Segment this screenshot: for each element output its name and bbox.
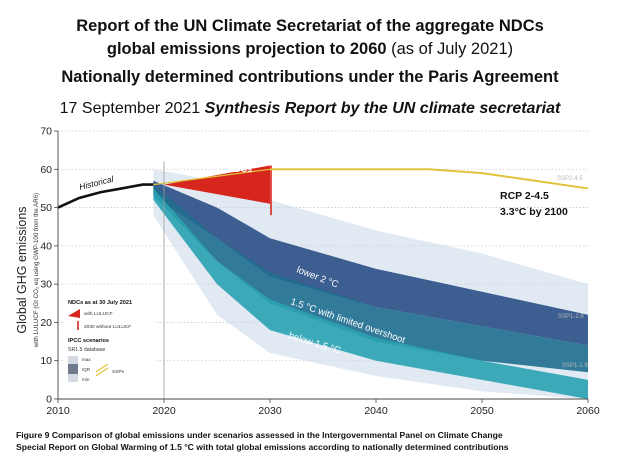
band-below-1-5c [153,188,588,399]
ndc-wedge [164,165,270,204]
label-historical: Historical [78,174,115,192]
y-axis-subtitle: with LULUCF (Gt CO₂ eq using GWP-100 fro… [33,193,40,348]
x-tick-label-0: 2010 [46,405,70,417]
title-line-1: Report of the UN Climate Secretariat of … [76,17,544,35]
caption-line-1: Figure 9 Comparison of global emissions … [16,430,503,440]
x-tick-label-5: 2060 [576,405,600,417]
caption-line-2: Special Report on Global Warming of 1.5 … [16,442,509,452]
y-axis-title: Global GHG emissions [15,206,29,333]
y-tick-label-4: 40 [40,240,52,252]
figure-caption: Figure 9 Comparison of global emissions … [16,429,616,453]
legend-ndcs-with-swatch [68,309,80,318]
ssp245-line [270,168,589,190]
y-tick-label-0: 0 [46,394,52,406]
legend: NDCs as at 30 July 2021 with LULUCF 2030… [64,292,156,392]
x-tick-label-3: 2040 [364,405,388,417]
legend-min: min [82,377,90,382]
legend-box [64,292,156,392]
rcp-annotation: RCP 2-4.5 [500,190,549,202]
band-lower-2c [153,180,588,346]
label-ssp119: SSP1-1.9 [562,363,588,369]
historical-line [57,183,154,209]
report-name: Synthesis Report by the UN climate secre… [204,100,561,117]
x-tick-label-2: 2030 [258,405,282,417]
x-tick-label-4: 2050 [470,405,494,417]
legend-sr15: SR1.5 database [68,347,105,353]
legend-range-swatch-inner [68,364,78,374]
label-ndcs: NDCs [228,164,253,174]
title-line-3: Nationally determined contributions unde… [61,68,559,86]
y-tick-label-3: 30 [40,279,52,291]
report-date: 17 September 2021 [59,100,205,117]
legend-without-lulucf: 2030 without LULUCF [84,324,131,330]
title-line-2-rest: (as of July 2021) [386,40,514,58]
legend-ssp-swatch [95,363,109,377]
label-ssp245: SSP2-4.5 [557,176,583,182]
title-line-2: global emissions projection to 2060 (as … [0,40,620,59]
label-ssp126: SSP1-2.6 [558,314,584,320]
y-tick-label-6: 60 [40,164,52,176]
y-tick-label-1: 10 [40,355,52,367]
y-tick-label-2: 20 [40,317,52,329]
legend-ssps: SSPs [112,369,125,375]
legend-max: max [82,357,91,362]
legend-ndcs-title: NDCs as at 30 July 2021 [68,300,132,306]
title-line-4: 17 September 2021 Synthesis Report by th… [0,100,620,118]
ssp-connector-line [153,168,271,186]
y-tick-label-5: 50 [40,202,52,214]
y-tick-label-7: 70 [40,126,52,138]
scenario-bands [153,165,588,399]
title-line-2-bold: global emissions projection to 2060 [106,40,387,58]
warming-annotation: 3.3°C by 2100 [500,206,568,218]
legend-with-lulucf: with LULUCF [84,311,113,317]
legend-ipcc-title: IPCC scenarios [68,338,109,344]
legend-iqr: IQR [82,367,91,372]
x-tick-label-1: 2020 [152,405,176,417]
series-lines [57,168,589,209]
